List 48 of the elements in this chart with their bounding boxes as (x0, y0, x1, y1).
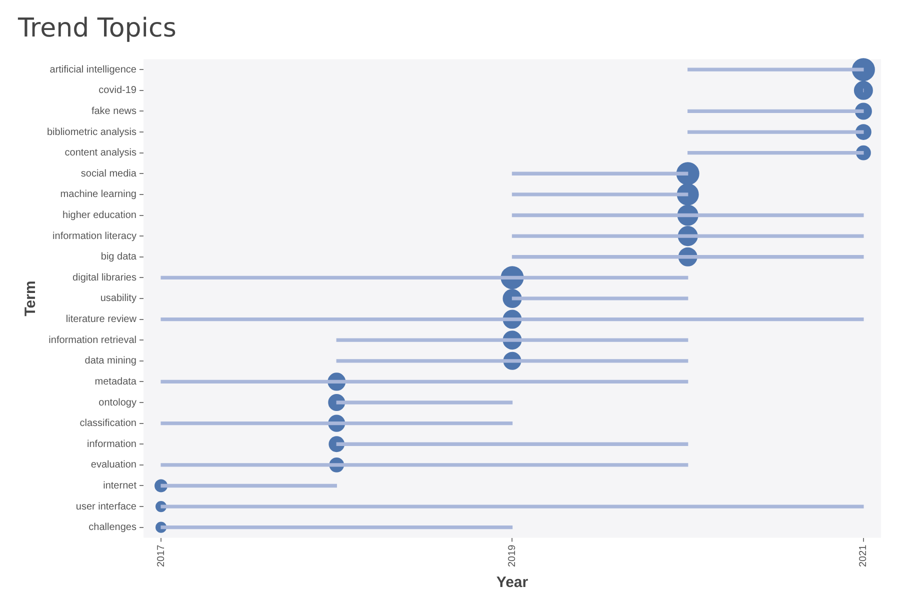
y-tick-label: artificial intelligence (50, 64, 137, 76)
y-tick-label: internet (103, 480, 137, 492)
y-tick-label: classification (80, 418, 136, 430)
bar (160, 276, 688, 280)
y-tick-label: information (87, 438, 136, 450)
bar (688, 109, 864, 114)
y-tick-label: social media (80, 168, 137, 180)
bar (512, 234, 864, 238)
bar (160, 317, 864, 322)
bar (512, 213, 864, 218)
y-tick-label: information retrieval (48, 334, 136, 346)
bar (688, 151, 864, 155)
y-tick-label: data mining (84, 356, 136, 367)
bar (160, 463, 688, 467)
bar (512, 172, 688, 176)
y-tick-label: usability (100, 293, 136, 304)
y-tick-label: challenges (88, 522, 136, 534)
bar (160, 421, 513, 426)
chart-title: Trend Topics (17, 13, 176, 44)
y-tick-label: fake news (91, 106, 136, 117)
y-axis-title: Term (22, 280, 40, 316)
y-tick-label: user interface (76, 501, 137, 512)
y-tick-label: metadata (94, 376, 137, 388)
bar (512, 192, 688, 196)
bar (336, 442, 688, 446)
y-tick-label: higher education (62, 210, 136, 221)
y-tick-label: literature review (66, 314, 138, 326)
x-axis-title: Year (496, 574, 528, 592)
bar (336, 400, 513, 404)
y-tick-label: content analysis (64, 148, 136, 159)
x-tick-label: 2017 (156, 544, 167, 568)
y-tick-label: covid-19 (98, 85, 137, 96)
x-tick-label: 2019 (506, 544, 518, 568)
bar (688, 130, 864, 134)
x-tick-label: 2021 (858, 544, 870, 568)
y-tick-label: machine learning (60, 189, 136, 200)
bar (688, 68, 864, 72)
bar (512, 296, 688, 300)
y-tick-label: ontology (98, 397, 136, 408)
y-tick-label: evaluation (90, 460, 136, 471)
y-tick-label: bibliometric analysis (46, 126, 136, 138)
bar (336, 338, 688, 342)
y-tick-label: digital libraries (72, 272, 136, 284)
bar (336, 359, 688, 363)
bar (160, 380, 688, 384)
y-tick-label: information literacy (52, 230, 136, 242)
bar (512, 255, 864, 259)
y-tick-label: big data (100, 252, 137, 263)
